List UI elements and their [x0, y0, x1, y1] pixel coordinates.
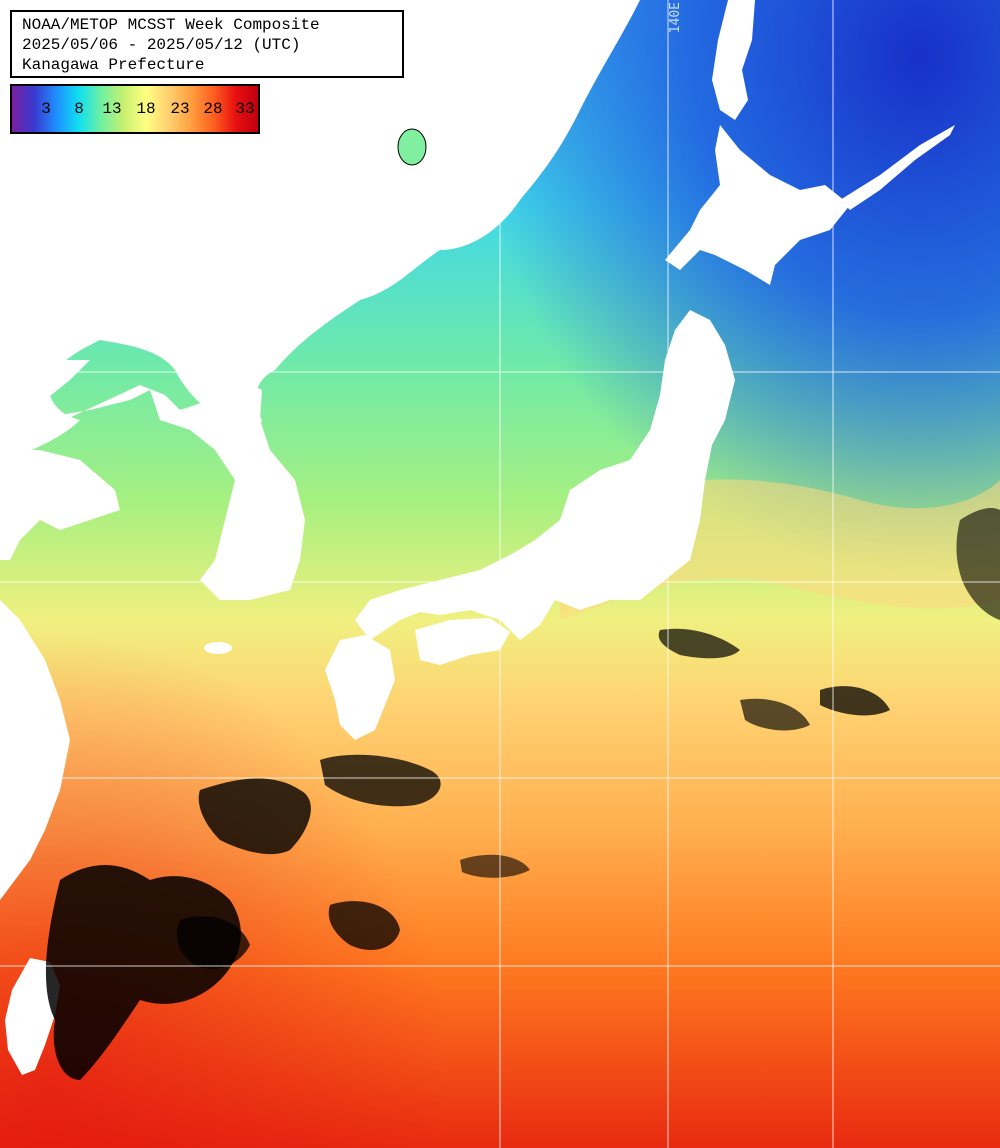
temperature-color-legend: 3 8 13 18 23 28 33 [10, 84, 260, 134]
cloud-mask [45, 508, 1000, 1080]
legend-tick-18: 18 [136, 100, 156, 118]
latitude-label: 40N [14, 354, 38, 369]
title-line-product: NOAA/METOP MCSST Week Composite [22, 16, 320, 34]
jeju-island [204, 642, 232, 654]
longitude-label: 140E [668, 2, 683, 34]
honshu-island [355, 310, 735, 640]
sakhalin-island [712, 0, 755, 120]
legend-labels: 3 8 13 18 23 28 33 [12, 86, 258, 132]
kyushu-island [325, 635, 395, 740]
small-island-north [397, 128, 427, 166]
china-east-coast [0, 600, 70, 900]
shikoku-island [415, 618, 510, 665]
legend-tick-33: 33 [235, 100, 255, 118]
legend-tick-3: 3 [41, 100, 51, 118]
legend-tick-23: 23 [170, 100, 190, 118]
legend-tick-8: 8 [74, 100, 84, 118]
legend-tick-28: 28 [203, 100, 223, 118]
legend-tick-13: 13 [102, 100, 122, 118]
korean-peninsula [0, 360, 305, 600]
title-box: NOAA/METOP MCSST Week Composite 2025/05/… [10, 10, 404, 78]
title-line-date-range: 2025/05/06 - 2025/05/12 (UTC) [22, 36, 301, 54]
shandong-peninsula [0, 450, 120, 560]
legend-color-bar [12, 86, 258, 132]
title-line-region: Kanagawa Prefecture [22, 56, 205, 74]
hokkaido-island [665, 125, 850, 285]
kuril-islands [840, 125, 955, 210]
taiwan-island [5, 958, 60, 1075]
